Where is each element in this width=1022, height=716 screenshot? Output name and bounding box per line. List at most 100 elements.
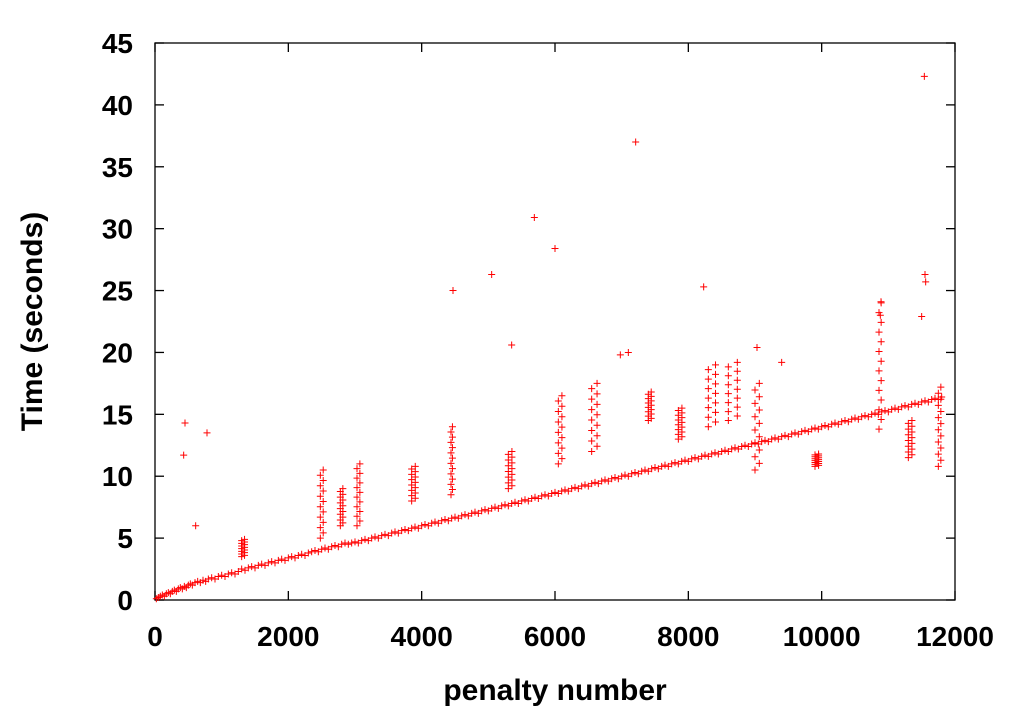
data-point xyxy=(518,497,526,505)
data-point xyxy=(691,454,699,462)
data-point xyxy=(731,444,739,452)
cluster-point xyxy=(712,389,720,397)
cluster-point xyxy=(724,363,732,371)
cluster-point xyxy=(875,386,883,394)
data-point xyxy=(831,419,839,427)
cluster-point xyxy=(554,418,562,426)
cluster-point xyxy=(593,411,601,419)
cluster-point xyxy=(508,447,516,455)
data-point xyxy=(371,533,379,541)
cluster-point xyxy=(319,508,327,516)
data-point xyxy=(561,486,569,494)
cluster-point xyxy=(447,480,455,488)
cluster-point xyxy=(319,518,327,526)
cluster-point xyxy=(356,507,364,515)
cluster-point xyxy=(934,438,942,446)
cluster-point xyxy=(877,357,885,365)
cluster-point xyxy=(353,493,361,501)
data-point xyxy=(621,471,629,479)
data-point xyxy=(344,540,352,548)
data-point xyxy=(771,434,779,442)
data-point xyxy=(601,476,609,484)
cluster-point xyxy=(751,399,759,407)
cluster-point xyxy=(755,446,763,454)
data-point xyxy=(361,535,369,543)
outlier-point xyxy=(920,72,928,80)
y-tick-label: 0 xyxy=(117,585,133,616)
cluster-point xyxy=(353,474,361,482)
y-tick-label: 30 xyxy=(102,214,133,245)
cluster-point xyxy=(724,408,732,416)
data-point xyxy=(718,447,726,455)
data-point xyxy=(698,452,706,460)
data-point xyxy=(741,441,749,449)
y-tick-label: 5 xyxy=(117,523,133,554)
cluster-point xyxy=(733,376,741,384)
cluster-point xyxy=(937,407,945,415)
cluster-point xyxy=(593,432,601,440)
cluster-point xyxy=(353,503,361,511)
data-point xyxy=(551,488,559,496)
data-point xyxy=(368,534,376,542)
x-tick-label: 8000 xyxy=(657,621,719,652)
data-point xyxy=(224,570,232,578)
data-point xyxy=(901,402,909,410)
data-point xyxy=(274,556,282,564)
cluster-point xyxy=(411,462,419,470)
cluster-point xyxy=(724,399,732,407)
data-point xyxy=(611,473,619,481)
cluster-point xyxy=(755,433,763,441)
cluster-point xyxy=(704,385,712,393)
cluster-point xyxy=(558,455,566,463)
data-point xyxy=(598,477,606,485)
data-point xyxy=(308,548,316,556)
data-point xyxy=(571,483,579,491)
data-point xyxy=(681,456,689,464)
data-point xyxy=(288,553,296,561)
data-point xyxy=(218,571,226,579)
data-point xyxy=(304,549,312,557)
data-point xyxy=(278,555,286,563)
data-point xyxy=(608,475,616,483)
data-point xyxy=(208,574,216,582)
data-point xyxy=(468,509,476,517)
cluster-point xyxy=(647,388,655,396)
cluster-point xyxy=(724,417,732,425)
cluster-point xyxy=(755,379,763,387)
cluster-point xyxy=(447,449,455,457)
data-point xyxy=(418,522,426,530)
x-tick-label: 6000 xyxy=(524,621,586,652)
data-point xyxy=(441,516,449,524)
cluster-point xyxy=(319,487,327,495)
data-point xyxy=(491,503,499,511)
x-tick-label: 12000 xyxy=(916,621,994,652)
cluster-point xyxy=(356,479,364,487)
cluster-point xyxy=(904,419,912,427)
data-point xyxy=(648,465,656,473)
x-tick-label: 0 xyxy=(147,621,163,652)
cluster-point xyxy=(755,406,763,414)
data-point xyxy=(641,466,649,474)
cluster-point xyxy=(447,459,455,467)
cluster-point xyxy=(593,442,601,450)
data-point xyxy=(488,504,496,512)
data-point xyxy=(401,525,409,533)
cluster-point xyxy=(554,428,562,436)
data-point xyxy=(671,459,679,467)
cluster-point xyxy=(316,492,324,500)
data-point xyxy=(811,424,819,432)
cluster-point xyxy=(877,377,885,385)
data-point xyxy=(778,433,786,441)
cluster-point xyxy=(558,413,566,421)
outlier-point xyxy=(700,283,708,291)
cluster-point xyxy=(593,421,601,429)
data-point xyxy=(678,457,686,465)
cluster-point xyxy=(593,390,601,398)
data-point xyxy=(651,464,659,472)
cluster-point xyxy=(588,416,596,424)
data-point xyxy=(204,575,212,583)
cluster-point xyxy=(704,404,712,412)
cluster-point xyxy=(937,383,945,391)
cluster-point xyxy=(241,535,249,543)
data-point xyxy=(931,394,939,402)
